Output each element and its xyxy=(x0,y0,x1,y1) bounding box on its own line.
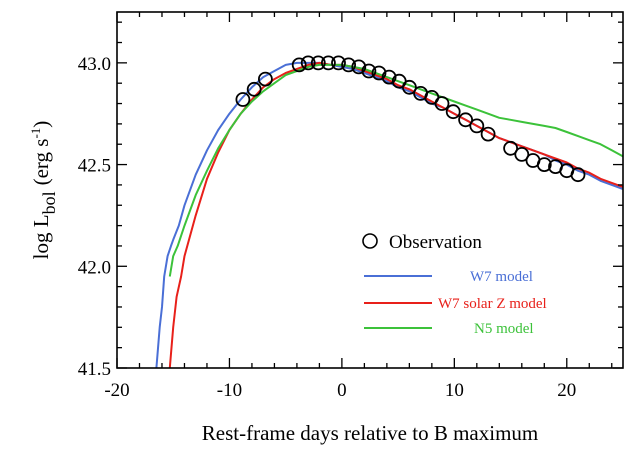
observation-point xyxy=(469,118,485,134)
observation-point xyxy=(570,167,586,183)
observation-point xyxy=(445,104,461,120)
observation-point xyxy=(434,96,450,111)
series-line-w7-solar-z-model xyxy=(168,61,623,368)
y-tick-label: 41.5 xyxy=(78,359,111,380)
y-axis-label: log Lbol (erg s-1) xyxy=(28,121,59,260)
x-tick-label: -10 xyxy=(217,380,242,401)
x-tick-label: 20 xyxy=(557,380,576,401)
observation-point xyxy=(320,55,336,71)
series-line-n5-model xyxy=(168,63,623,277)
x-tick-label: 0 xyxy=(337,380,347,401)
observation-point xyxy=(480,126,496,142)
observation-point xyxy=(310,55,326,71)
observation-point xyxy=(351,59,367,75)
observation-point xyxy=(246,81,262,97)
observation-point xyxy=(401,79,417,95)
observation-point xyxy=(257,71,273,87)
observation-point xyxy=(291,57,307,73)
y-tick-label: 42.0 xyxy=(78,257,111,278)
observation-point xyxy=(235,92,251,107)
legend-w7-label: W7 model xyxy=(470,269,533,285)
observation-point xyxy=(458,112,474,128)
observation-point xyxy=(341,57,357,73)
observation-point xyxy=(381,69,397,85)
observation-point xyxy=(514,146,530,162)
observation-point xyxy=(371,65,387,81)
y-axis-label-units-close: ) xyxy=(29,121,53,128)
y-axis-label-main: log L xyxy=(29,214,53,259)
legend-observation-marker xyxy=(362,233,378,249)
legend: Observation W7 model W7 solar Z model N5… xyxy=(362,232,547,337)
observation-point xyxy=(536,157,552,173)
legend-w7-solar-label: W7 solar Z model xyxy=(438,296,547,312)
y-axis-label-sub: bol xyxy=(39,191,59,214)
observation-point xyxy=(361,63,377,79)
series-layer xyxy=(155,61,623,368)
observation-point xyxy=(300,55,316,71)
y-axis-label-units-sup: -1 xyxy=(28,128,43,139)
observation-layer xyxy=(235,55,586,183)
series-line-w7-model xyxy=(155,61,623,368)
y-tick-label: 42.5 xyxy=(78,156,111,177)
x-tick-label: 10 xyxy=(445,380,464,401)
legend-observation-label: Observation xyxy=(389,232,482,253)
x-axis-label: Rest-frame days relative to B maximum xyxy=(202,421,539,445)
svg-text:log Lbol(erg s-1): log Lbol (erg s-1) xyxy=(28,121,59,260)
x-tick-label: -20 xyxy=(104,380,129,401)
observation-point xyxy=(503,140,519,156)
y-axis-label-units: (erg s xyxy=(29,139,53,186)
legend-n5-label: N5 model xyxy=(474,321,534,337)
y-tick-label: 43.0 xyxy=(78,54,111,75)
plot-frame xyxy=(116,11,624,369)
tick-layer: -20 -10 0 10 20 41.5 42.0 42.5 43.0 xyxy=(78,12,623,401)
observation-point xyxy=(331,55,346,71)
